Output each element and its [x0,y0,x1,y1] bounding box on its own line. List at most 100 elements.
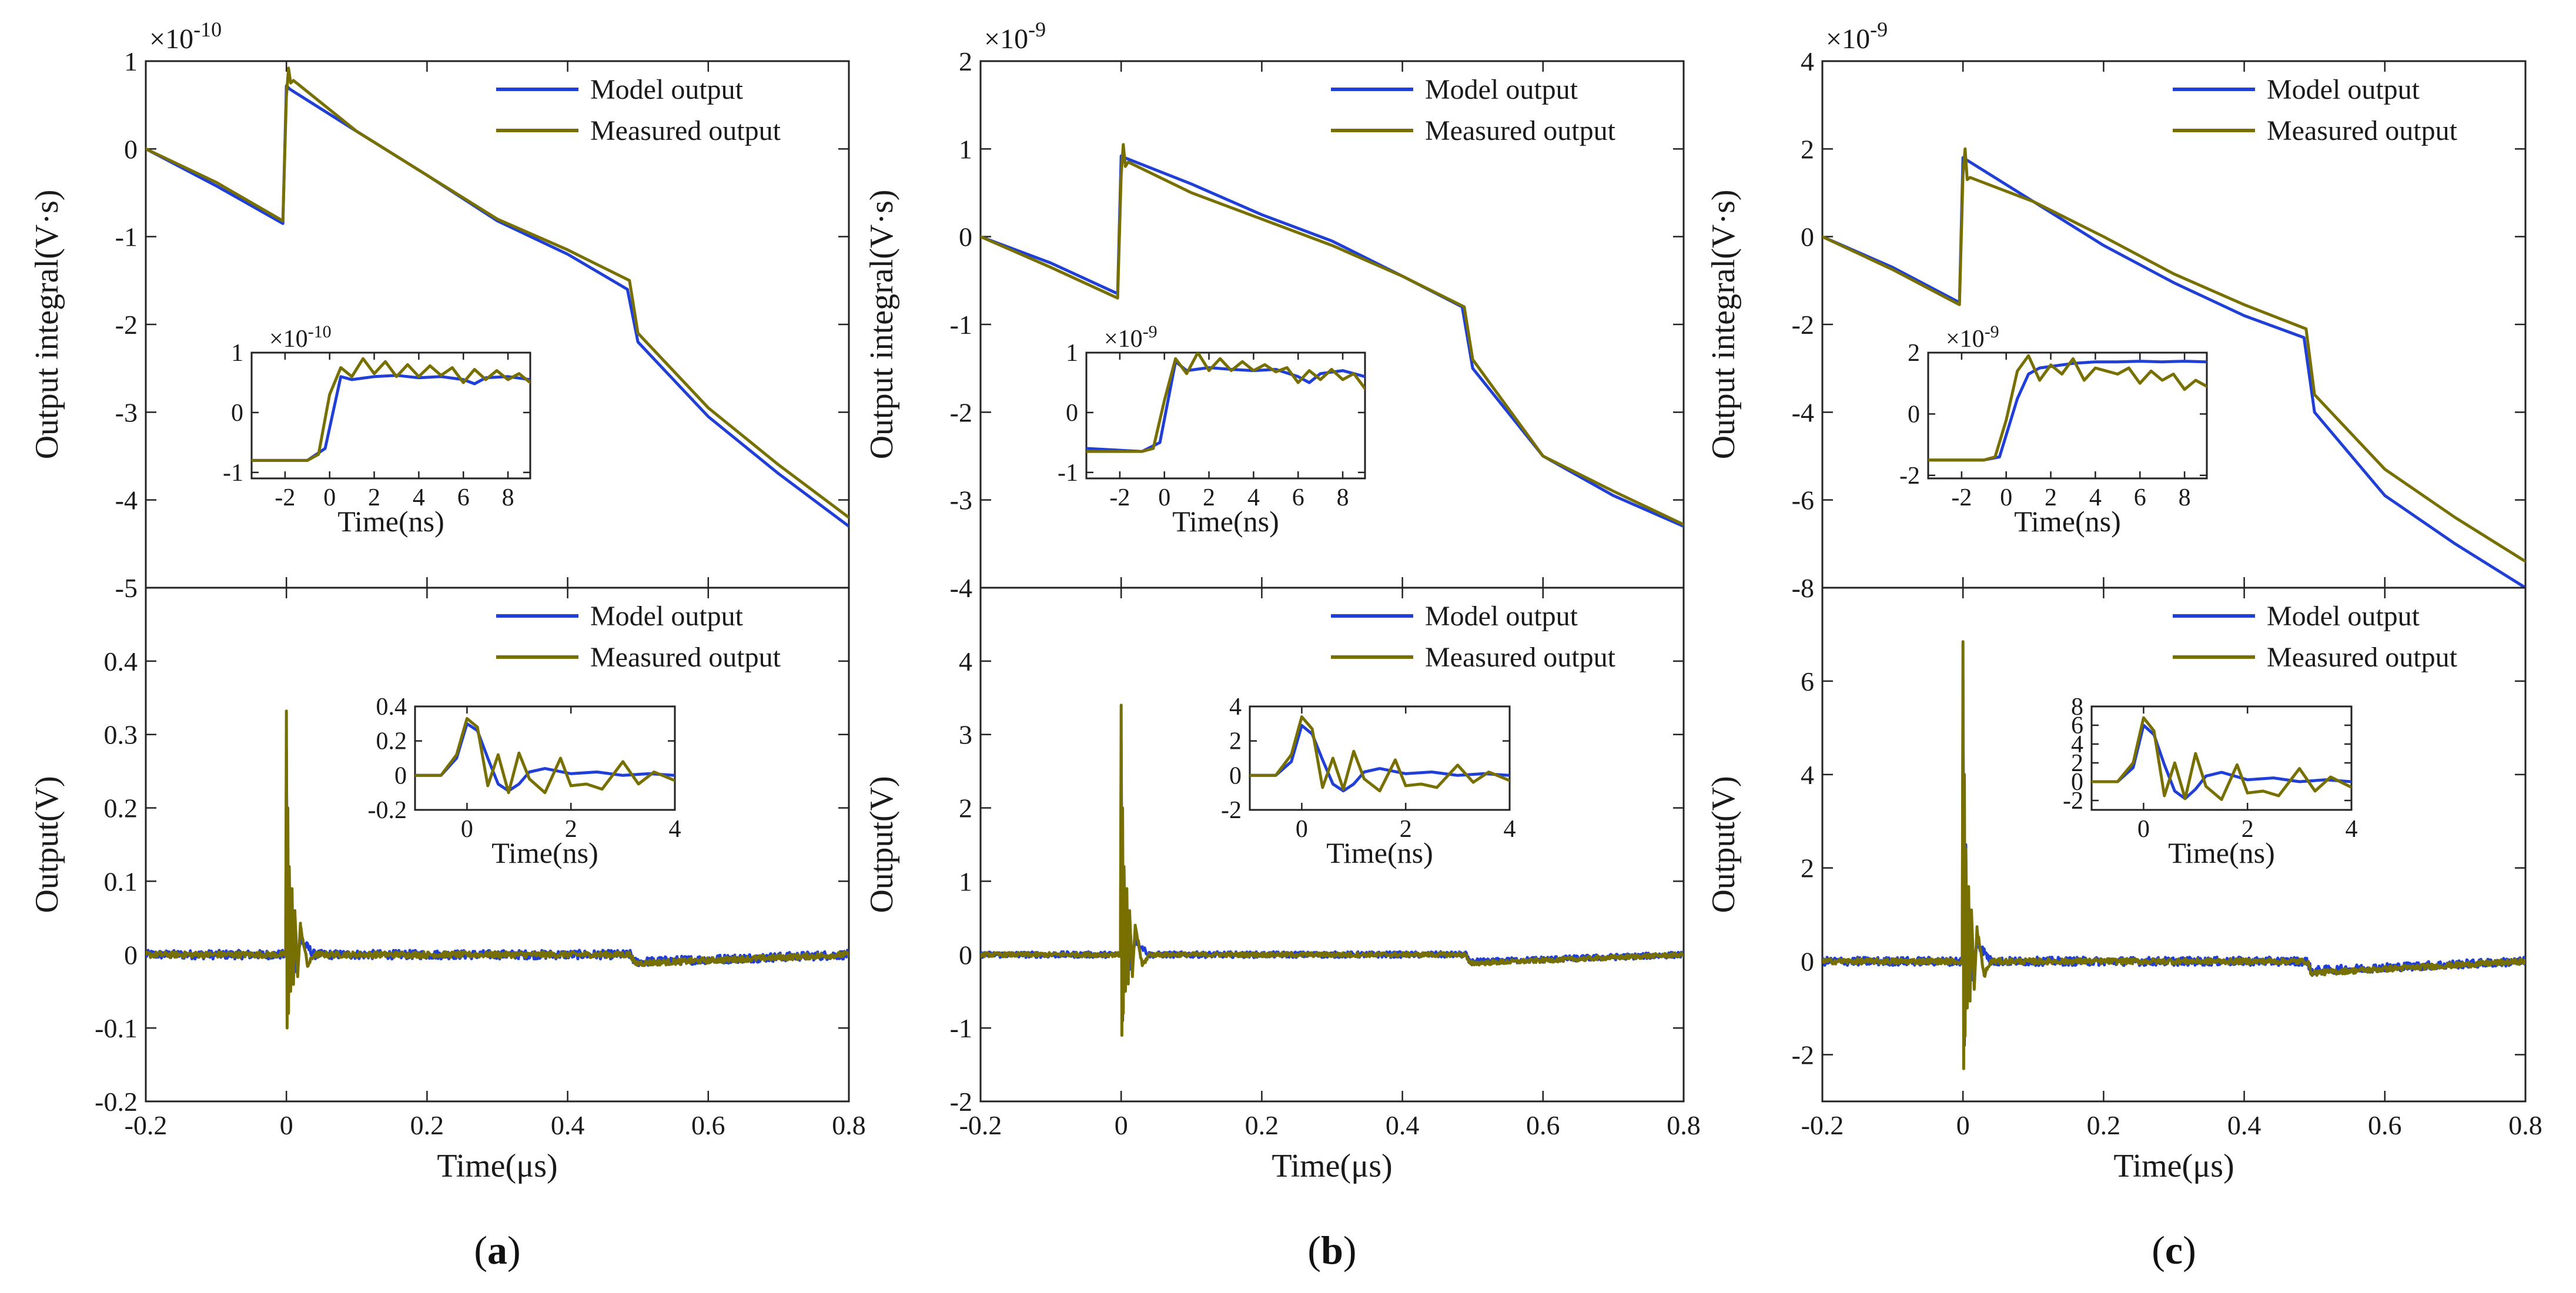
y-tick-label: -2 [950,397,972,427]
y-exponent-power: -9 [1985,322,1999,341]
y-tick-label: -2 [115,310,138,340]
panel-label: (c) [2152,1228,2196,1272]
x-tick-label: 0.8 [832,1110,866,1140]
x-axis-title: Time(μs) [1272,1148,1392,1184]
y-exponent-power: -9 [1028,18,1046,41]
series-group [1086,353,1365,453]
y-exponent-base: ×10 [1826,24,1870,55]
y-tick-label: -2 [1899,463,1920,490]
x-tick-label: 4 [1504,816,1516,843]
y-exponent-power: -9 [1143,322,1157,341]
measured-output-line [1086,353,1365,453]
y-tick-label: 1 [959,134,972,164]
x-tick-label: 0 [2000,484,2012,511]
series-group [146,709,849,1030]
axes-frame [145,60,850,589]
y-tick-label: -0.1 [95,1013,138,1043]
x-tick-label: 2 [565,816,577,843]
x-tick-label: 2 [1400,816,1412,843]
inset-plot: 4 2 0 -2 0 2 4 Time(ns) [1221,694,1516,869]
inset-frame [1249,705,1511,811]
y-tick-label: 0 [124,134,138,164]
y-tick-label: 0 [1229,762,1242,789]
axes-frame [1821,587,2527,1103]
x-axis-title: Time(ns) [1326,836,1433,869]
axes-frame [979,587,1685,1103]
panel-label-open: ( [2152,1228,2165,1272]
x-tick-label: 6 [457,484,470,511]
x-tick-label: -0.2 [125,1110,168,1140]
panel-label: (b) [1307,1228,1356,1272]
y-axis-title: Output integral(V·s) [1705,190,1742,460]
y-tick-label: -2 [2063,788,2083,815]
x-axis-title: Time(μs) [437,1148,557,1184]
legend: Model output Measured output [2173,601,2458,673]
y-axis-title: Output integral(V·s) [29,190,65,460]
y-exponent-power: -9 [1870,18,1888,41]
y-tick-label: -6 [1792,485,1814,515]
y-tick-label: 3 [959,720,972,750]
y-exponent-base: ×10 [984,24,1028,55]
y-tick-label: -3 [115,397,138,427]
y-tick-label: -5 [115,573,138,603]
x-tick-label: 0 [1296,816,1308,843]
axes-frame [1821,60,2527,589]
y-tick-label: 0 [2071,769,2083,796]
y-tick-label: 0 [1801,947,1814,977]
y-tick-label: -1 [950,310,972,340]
y-tick-label: 1 [1066,340,1078,367]
y-tick-label: 0 [959,940,972,970]
inset-frame [2090,705,2353,811]
y-tick-label: -0.2 [368,797,407,824]
plot-area: 0.40.30.20.10-0.1-0.2-0.2 0 0.2 0.4 0.6 0.8Ou… [29,587,866,1184]
y-exponent-power: -10 [308,322,332,341]
x-tick-label: 0.4 [2227,1110,2261,1140]
x-tick-label: 6 [2134,484,2146,511]
x-axis-title: Time(ns) [2014,505,2121,538]
x-tick-label: 0 [2137,816,2150,843]
y-tick-label: 2 [959,46,972,76]
x-axis-title: Time(μs) [2113,1148,2234,1184]
y-tick-label: -1 [1058,460,1078,487]
x-tick-label: 0.8 [1667,1110,1701,1140]
y-tick-label: 2 [1801,853,1814,883]
y-tick-label: 0 [1066,400,1078,427]
series-group [1822,147,2525,588]
y-tick-label: -4 [950,573,972,603]
legend: Model output Measured output [496,74,781,146]
y-tick-label: 6 [1801,666,1814,696]
x-tick-label: 4 [413,484,425,511]
y-tick-label: -2 [1792,1040,1814,1070]
legend: Model output Measured output [496,601,781,673]
x-axis-title: Time(ns) [2168,836,2275,869]
y-tick-label: 0.2 [376,728,407,755]
y-tick-label: 0.3 [104,720,138,750]
x-tick-label: 0.2 [2087,1110,2121,1140]
x-tick-label: 0.6 [2368,1110,2402,1140]
measured-output-line [1822,147,2525,563]
legend-entry: Measured output [1425,115,1616,146]
x-tick-label: 6 [1292,484,1304,511]
legend-entry: Measured output [590,115,781,146]
panel-label-close: ) [507,1228,521,1272]
y-exponent: ×10-9 [1826,18,1888,55]
x-tick-label: 0.8 [2508,1110,2542,1140]
legend-entry: Model output [2267,74,2420,105]
y-tick-label: 2 [1801,134,1814,164]
panel-label-close: ) [1343,1228,1357,1272]
panel-label-letter: c [2165,1228,2183,1272]
x-tick-label: 8 [502,484,514,511]
inset-plot: 1 0 -1 -2 0 2 4 6 8 ×10-10 Time(ns) [223,322,531,538]
legend-entry: Measured output [1425,642,1616,673]
y-tick-label: -8 [1792,573,1814,603]
y-exponent: ×10-10 [149,18,222,55]
y-tick-label: 4 [1801,46,1814,76]
inset-plot: 0.4 0.2 0 -0.2 0 2 4 Time(ns) [368,694,681,869]
y-tick-label: -3 [950,485,972,515]
x-tick-label: 4 [2346,816,2358,843]
x-tick-label: -2 [1951,484,1972,511]
y-tick-label: 0 [231,400,243,427]
